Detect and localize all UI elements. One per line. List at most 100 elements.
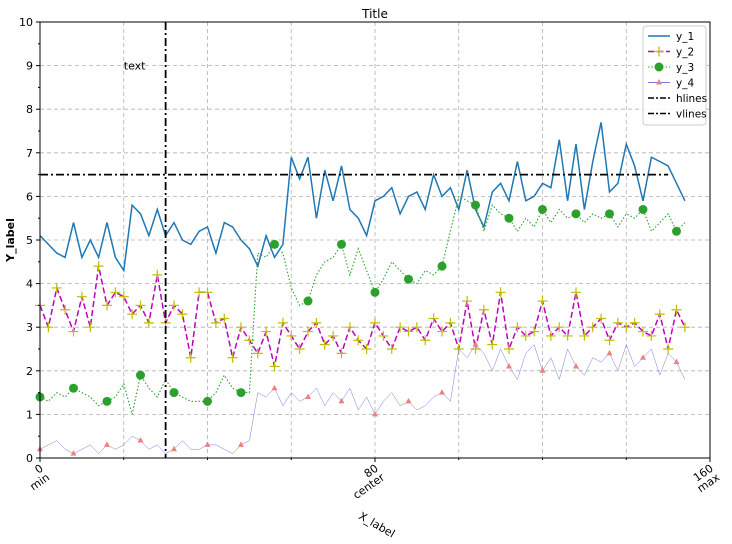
data-point-y_2	[395, 322, 406, 333]
annotation-text: text	[124, 60, 146, 73]
data-point-y_2	[504, 344, 514, 354]
legend-marker-y_3	[654, 62, 664, 72]
series-y_3	[35, 195, 686, 415]
data-point-y_3	[504, 213, 514, 223]
data-point-y_2	[336, 348, 347, 359]
data-point-y_4	[405, 397, 412, 404]
data-point-y_4	[439, 389, 445, 395]
reference-lines	[40, 22, 669, 458]
data-point-y_2	[361, 344, 372, 354]
data-point-y_2	[663, 344, 674, 354]
data-point-y_2	[587, 322, 598, 333]
data-point-y_2	[303, 326, 313, 337]
legend-label-y_2: y_2	[676, 47, 694, 59]
data-point-y_4	[171, 445, 177, 452]
data-point-y_4	[539, 367, 546, 373]
y-tick-label: 0	[26, 452, 33, 465]
data-point-y_2	[512, 322, 523, 333]
grid	[39, 21, 711, 459]
data-point-y_2	[219, 313, 230, 324]
chart-title: Title	[361, 7, 388, 21]
data-point-y_2	[185, 352, 196, 363]
data-point-y_2	[478, 304, 489, 315]
data-point-y_2	[286, 330, 297, 341]
data-point-y_3	[404, 274, 413, 284]
data-point-y_4	[606, 349, 613, 356]
y-tick-label: 9	[26, 60, 33, 73]
y-axis-label: Y_label	[4, 218, 17, 263]
y-tick-label: 8	[26, 103, 33, 116]
data-point-y_3	[370, 287, 380, 297]
series-line-y_2	[39, 266, 686, 367]
data-point-y_2	[386, 344, 397, 354]
y-tick-label: 10	[19, 16, 33, 29]
series-line-y_1	[39, 122, 686, 273]
data-point-y_2	[177, 309, 188, 320]
data-point-y_3	[638, 204, 648, 214]
data-point-y_2	[76, 291, 87, 302]
data-point-y_2	[428, 313, 439, 324]
data-point-y_4	[271, 384, 278, 391]
data-point-y_2	[43, 322, 54, 333]
data-point-y_2	[654, 309, 665, 320]
data-point-y_2	[571, 287, 581, 298]
data-point-y_2	[252, 348, 263, 359]
data-point-y_3	[605, 209, 614, 219]
series-y_2	[35, 261, 690, 372]
data-point-y_2	[370, 317, 380, 328]
data-point-y_4	[70, 450, 77, 456]
data-point-y_2	[261, 326, 272, 337]
data-point-y_2	[420, 335, 431, 346]
legend-label-y_4: y_4	[676, 78, 694, 90]
data-point-y_2	[152, 269, 163, 280]
data-point-y_2	[462, 296, 473, 307]
data-point-y_3	[538, 204, 547, 214]
y-tick-label: 3	[26, 321, 33, 334]
series-layer	[35, 122, 690, 456]
data-point-y_3	[236, 388, 246, 398]
data-point-y_4	[372, 410, 378, 417]
data-point-y_2	[612, 317, 623, 328]
data-point-y_2	[495, 287, 506, 298]
data-point-y_3	[672, 226, 681, 236]
y-tick-label: 1	[26, 408, 33, 421]
y-tick-label: 6	[26, 190, 33, 203]
data-point-y_3	[437, 261, 447, 271]
data-point-y_2	[646, 330, 657, 341]
data-point-y_2	[445, 317, 456, 328]
data-point-y_2	[277, 317, 288, 328]
data-point-y_2	[60, 304, 71, 315]
data-point-y_3	[270, 239, 279, 249]
data-point-y_2	[579, 330, 590, 341]
legend-marker-y_4	[656, 79, 662, 85]
data-point-y_2	[194, 287, 205, 298]
series-y_4	[37, 341, 686, 456]
data-point-y_3	[169, 388, 179, 398]
data-point-y_2	[328, 330, 339, 341]
y-tick-label: 2	[26, 365, 33, 378]
y-tick-label: 7	[26, 147, 33, 160]
data-point-y_2	[629, 317, 640, 328]
data-point-y_3	[337, 239, 346, 249]
data-point-y_2	[269, 361, 280, 372]
data-point-y_2	[202, 287, 213, 298]
data-point-y_4	[238, 441, 244, 447]
series-y_1	[39, 122, 686, 273]
legend-label-y_1: y_1	[676, 31, 694, 43]
data-point-y_2	[127, 309, 138, 320]
data-point-y_2	[638, 326, 648, 337]
data-point-y_2	[227, 352, 238, 363]
legend-marker-y_2	[654, 46, 664, 57]
data-point-y_3	[136, 370, 145, 380]
data-point-y_3	[471, 200, 480, 210]
data-point-y_2	[118, 291, 129, 302]
data-point-y_4	[673, 358, 680, 365]
data-point-y_2	[562, 330, 573, 341]
data-point-y_4	[305, 393, 311, 399]
data-point-y_2	[344, 322, 355, 333]
data-point-y_2	[169, 300, 179, 311]
data-point-y_2	[353, 335, 364, 346]
